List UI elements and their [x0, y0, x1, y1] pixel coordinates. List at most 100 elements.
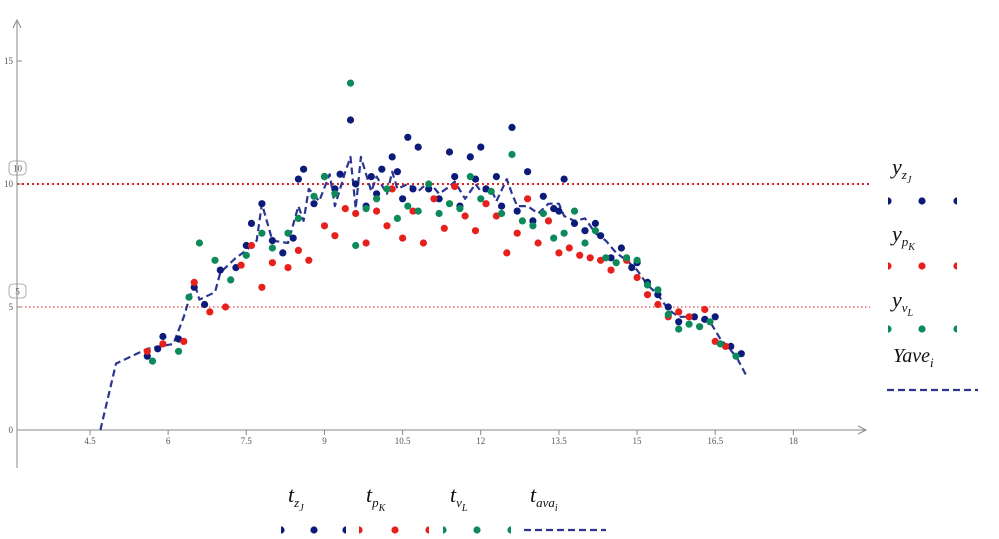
data-point-y_vL: [539, 209, 547, 218]
data-point-y_pK: [362, 239, 370, 247]
data-point-y_zJ: [399, 195, 407, 203]
data-point-y_vL: [362, 205, 370, 213]
data-point-y_zJ: [409, 185, 417, 193]
legend-label-yave: Yavei: [893, 345, 934, 370]
data-point-y_vL: [664, 310, 672, 318]
data-point-y_pK: [419, 239, 427, 247]
data-point-y_zJ: [727, 342, 735, 350]
data-point-y_pK: [159, 340, 167, 348]
data-point-y_pK: [331, 232, 339, 240]
data-point-y_zJ: [378, 165, 386, 173]
data-point-y_zJ: [664, 303, 672, 311]
data-point-y_vL: [706, 318, 714, 326]
data-point-y_zJ: [711, 313, 719, 321]
data-point-y_pK: [180, 337, 188, 345]
data-point-y_zJ: [477, 143, 485, 151]
data-point-y_pK: [633, 273, 641, 282]
data-point-y_zJ: [607, 254, 615, 262]
data-point-y_vL: [310, 192, 318, 200]
data-point-y_vL: [633, 256, 641, 264]
data-point-y_zJ: [289, 234, 297, 242]
legend-y-p-marker: [918, 262, 926, 270]
x-tick-label: 18: [789, 436, 799, 446]
data-point-y_vL: [435, 209, 443, 218]
x-tick-label: 4.5: [84, 436, 96, 446]
data-point-y_pK: [555, 249, 563, 257]
data-point-y_zJ: [352, 180, 360, 188]
reference-label-10: 10: [13, 164, 23, 174]
data-point-y_vL: [211, 256, 219, 264]
data-point-y_vL: [560, 229, 568, 237]
x-tick-label: 13.5: [551, 436, 567, 446]
legend-y-v-marker: [918, 325, 926, 333]
data-point-y_vL: [148, 357, 157, 365]
data-point-y_vL: [508, 150, 516, 159]
data-point-y_vL: [242, 251, 250, 259]
legend-y-v-marker: [953, 325, 957, 333]
data-point-y_pK: [565, 244, 573, 252]
data-point-y_pK: [247, 241, 256, 250]
data-point-y_zJ: [258, 200, 266, 208]
data-point-y_vL: [487, 187, 495, 195]
data-point-y_zJ: [690, 313, 699, 321]
y-tick-label: 0: [9, 425, 14, 435]
data-point-y_zJ: [591, 219, 600, 227]
legend-label-t-ava: tavai: [530, 482, 558, 514]
data-point-y_vL: [529, 222, 537, 230]
legend-markers: [281, 197, 978, 534]
data-point-y_zJ: [300, 165, 308, 173]
data-point-y_vL: [175, 347, 183, 355]
legend-y-z-marker: [918, 197, 926, 205]
data-point-y_pK: [409, 207, 417, 215]
data-point-y_vL: [612, 259, 620, 267]
data-point-y_zJ: [435, 195, 443, 203]
data-point-y_vL: [623, 254, 631, 262]
data-point-y_zJ: [508, 123, 516, 131]
data-point-y_pK: [534, 239, 542, 247]
data-point-y_pK: [399, 234, 407, 242]
data-point-y_pK: [544, 217, 553, 225]
legend-y-p-marker: [953, 262, 957, 270]
data-point-y_zJ: [159, 332, 167, 341]
data-point-y_vL: [732, 352, 740, 360]
data-point-y_zJ: [675, 318, 683, 326]
data-point-y_vL: [414, 207, 422, 215]
x-tick-label: 16.5: [707, 436, 723, 446]
data-point-y_zJ: [388, 153, 396, 161]
data-point-y_pK: [607, 266, 615, 274]
data-point-y_zJ: [570, 219, 579, 227]
x-tick-label: 9: [322, 436, 327, 446]
data-point-y_zJ: [336, 170, 344, 178]
x-tick-label: 12: [476, 436, 485, 446]
legend-t-p-marker: [359, 526, 363, 534]
data-point-y_zJ: [445, 148, 454, 156]
data-point-y_vL: [185, 293, 193, 301]
x-tick-label: 15: [633, 436, 643, 446]
data-point-y_vL: [393, 214, 401, 222]
legend-label-t-v: tvL: [450, 482, 468, 514]
data-point-y_pK: [451, 182, 459, 191]
data-point-y_pK: [471, 227, 480, 235]
data-point-y_pK: [482, 200, 490, 208]
data-point-y_vL: [570, 207, 579, 215]
data-point-y_vL: [477, 195, 485, 203]
data-point-y_zJ: [492, 173, 500, 181]
data-point-y_zJ: [247, 219, 256, 227]
data-point-y_vL: [195, 239, 203, 247]
x-tick-label: 6: [166, 436, 171, 446]
data-point-y_vL: [227, 276, 235, 284]
data-point-y_zJ: [216, 266, 224, 274]
data-point-y_zJ: [310, 200, 318, 208]
data-point-y_pK: [352, 209, 360, 218]
data-point-y_zJ: [451, 173, 459, 181]
data-point-y_zJ: [346, 116, 355, 124]
data-point-y_zJ: [617, 244, 626, 252]
y-tick-label: 10: [4, 179, 14, 189]
data-point-y_zJ: [498, 202, 506, 210]
data-point-y_pK: [320, 222, 329, 230]
data-point-y_pK: [221, 303, 230, 311]
data-point-y_vL: [294, 214, 302, 222]
data-point-y_zJ: [294, 175, 302, 183]
data-point-y_zJ: [560, 175, 568, 183]
legend-label-t-z: tzJ: [288, 482, 304, 514]
